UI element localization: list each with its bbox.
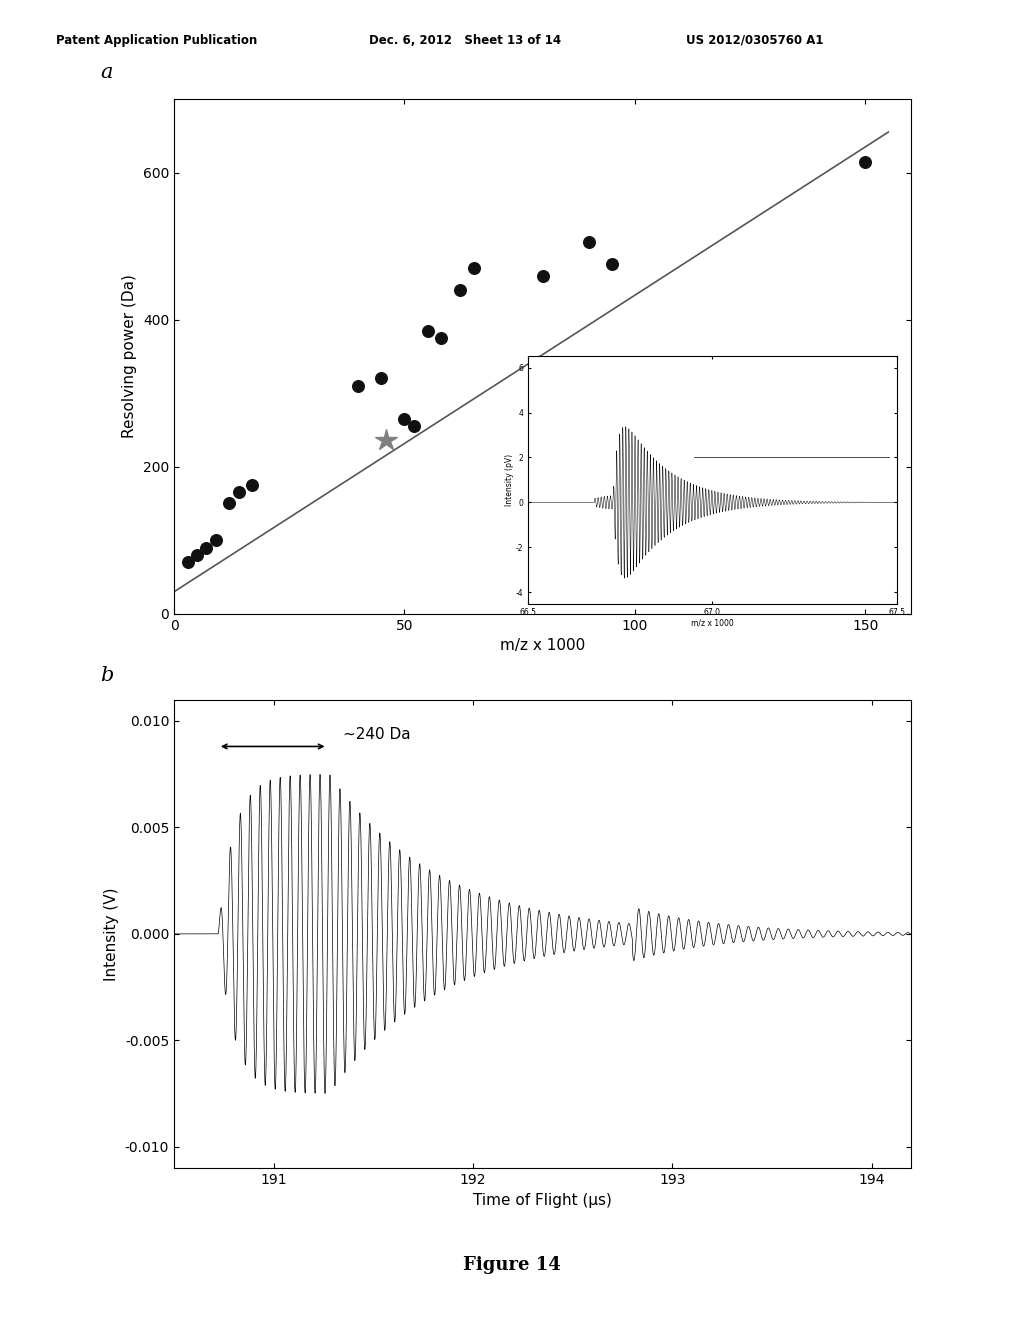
- Point: [604, 253, 621, 275]
- Point: [199, 537, 215, 558]
- Text: a: a: [100, 63, 113, 82]
- X-axis label: m/z x 1000: m/z x 1000: [500, 638, 586, 653]
- Point: [373, 368, 389, 389]
- Point: [207, 529, 224, 550]
- Point: [406, 416, 422, 437]
- Point: [857, 150, 873, 172]
- Point: [188, 544, 205, 565]
- Point: [396, 408, 413, 429]
- Point: [244, 474, 260, 495]
- Point: [433, 327, 450, 348]
- Point: [180, 552, 197, 573]
- Point: [230, 482, 247, 503]
- Point: [221, 492, 238, 513]
- Text: Patent Application Publication: Patent Application Publication: [56, 33, 258, 46]
- Point: [350, 375, 367, 396]
- Point: [535, 265, 551, 286]
- Y-axis label: Resolving power (Da): Resolving power (Da): [122, 275, 137, 438]
- Text: b: b: [100, 665, 114, 685]
- Text: Dec. 6, 2012   Sheet 13 of 14: Dec. 6, 2012 Sheet 13 of 14: [369, 33, 561, 46]
- Text: ~240 Da: ~240 Da: [343, 727, 411, 742]
- Point: [465, 257, 482, 279]
- Point: [581, 232, 597, 253]
- Text: Figure 14: Figure 14: [463, 1255, 561, 1274]
- X-axis label: Time of Flight (μs): Time of Flight (μs): [473, 1192, 612, 1208]
- Point: [420, 319, 436, 341]
- Point: [452, 280, 468, 301]
- Y-axis label: Intensity (V): Intensity (V): [104, 887, 119, 981]
- Text: US 2012/0305760 A1: US 2012/0305760 A1: [686, 33, 823, 46]
